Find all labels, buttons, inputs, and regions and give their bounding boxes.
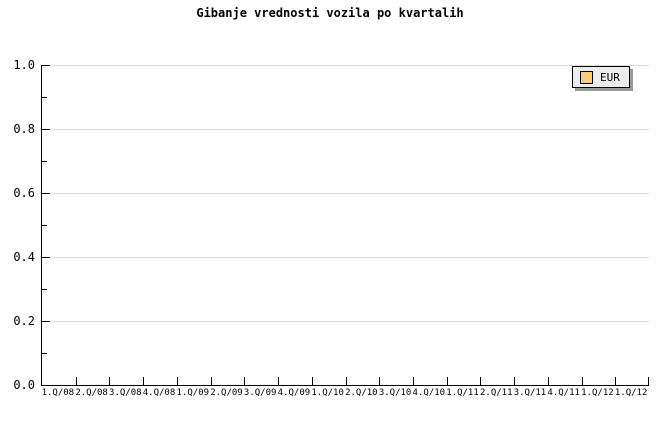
y-axis-label: 0.4 — [13, 250, 35, 264]
x-tick — [76, 377, 77, 385]
x-axis-label: 1.Q/09 — [176, 388, 209, 398]
x-axis-label: 4.Q/10 — [412, 388, 446, 398]
x-tick — [244, 377, 245, 385]
y-major-tick — [42, 129, 50, 130]
x-axis-label: 2.Q/09 — [210, 388, 243, 398]
x-tick — [109, 377, 110, 385]
x-axis-label: 3.Q/10 — [378, 388, 412, 398]
y-axis-label: 1.0 — [13, 58, 35, 72]
x-tick — [211, 377, 212, 385]
legend-swatch-icon — [580, 70, 593, 84]
legend: EUR — [572, 66, 630, 88]
chart-title: Gibanje vrednosti vozila po kvartalih — [196, 6, 464, 20]
x-tick — [413, 377, 414, 385]
x-axis-label: 4.Q/08 — [142, 388, 176, 398]
gridline — [42, 65, 649, 66]
x-axis-label: 3.Q/08 — [109, 388, 142, 398]
x-axis-label: 1.Q/11 — [446, 388, 479, 398]
x-tick — [312, 377, 313, 385]
legend-label: EUR — [600, 70, 620, 84]
x-tick — [177, 377, 178, 385]
y-minor-tick — [42, 161, 47, 162]
x-tick — [480, 377, 481, 385]
x-axis-label: 3.Q/09 — [243, 388, 277, 398]
y-axis-label: 0.8 — [13, 122, 35, 136]
x-tick — [648, 377, 649, 385]
x-axis-label: 4.Q/09 — [277, 388, 311, 398]
x-tick — [379, 377, 380, 385]
y-axis-label: 0.2 — [13, 314, 35, 328]
x-axis-label: 4.Q/11 — [547, 388, 580, 398]
y-minor-tick — [42, 289, 47, 290]
y-major-tick — [42, 257, 50, 258]
y-minor-tick — [42, 97, 47, 98]
y-axis-label: 0.6 — [13, 186, 35, 200]
x-tick — [346, 377, 347, 385]
y-minor-tick — [42, 225, 47, 226]
x-axis-label: 1.Q/12 — [581, 388, 614, 398]
x-tick — [143, 377, 144, 385]
gridline — [42, 321, 649, 322]
x-axis-label: 3.Q/11 — [513, 388, 547, 398]
x-tick — [447, 377, 448, 385]
y-axis-label: 0.0 — [13, 378, 35, 392]
x-tick — [615, 377, 616, 385]
gridline — [42, 193, 649, 194]
plot-area — [41, 65, 649, 386]
x-axis-label: 1.Q/08 — [41, 388, 75, 398]
x-tick — [548, 377, 549, 385]
y-major-tick — [42, 65, 50, 66]
x-tick — [278, 377, 279, 385]
x-axis-label: 2.Q/10 — [345, 388, 378, 398]
x-axis-label: 2.Q/08 — [75, 388, 108, 398]
y-major-tick — [42, 321, 50, 322]
gridline — [42, 129, 649, 130]
y-major-tick — [42, 193, 50, 194]
x-axis-label: 1.Q/12 — [614, 388, 648, 398]
y-minor-tick — [42, 353, 47, 354]
x-axis-label: 2.Q/11 — [479, 388, 513, 398]
x-tick — [514, 377, 515, 385]
gridline — [42, 257, 649, 258]
x-axis-label: 1.Q/10 — [311, 388, 344, 398]
x-tick — [582, 377, 583, 385]
